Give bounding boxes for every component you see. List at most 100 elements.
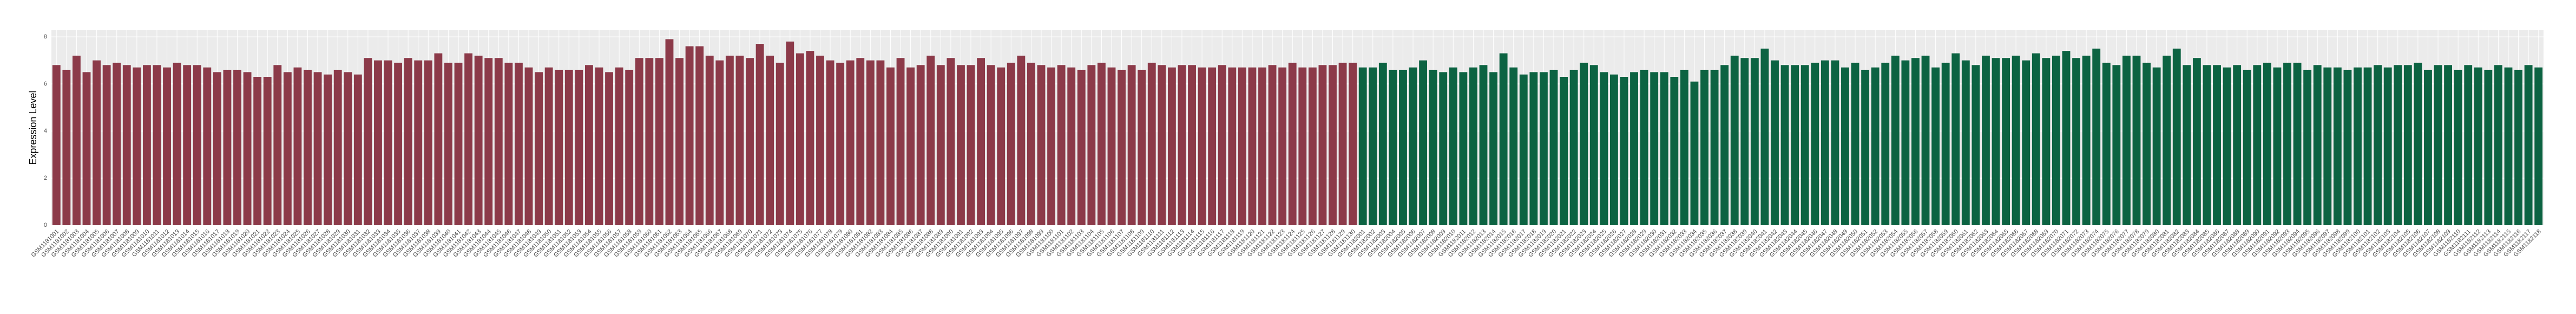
bar bbox=[584, 65, 593, 225]
bar bbox=[725, 55, 734, 225]
y-tick-label: 4 bbox=[44, 128, 47, 134]
bar bbox=[776, 62, 784, 225]
bar bbox=[2303, 69, 2312, 225]
bar bbox=[1600, 72, 1608, 225]
bar bbox=[806, 51, 814, 225]
bar bbox=[1519, 74, 1528, 225]
y-axis-title: Expression Level bbox=[28, 90, 38, 165]
bar bbox=[384, 60, 392, 225]
bar bbox=[2032, 53, 2040, 226]
bar bbox=[1358, 67, 1367, 225]
bar bbox=[886, 67, 895, 225]
bar bbox=[203, 67, 212, 225]
bar bbox=[2192, 58, 2201, 225]
bar bbox=[2132, 55, 2141, 225]
bar bbox=[755, 44, 764, 226]
bar bbox=[564, 69, 573, 225]
bar bbox=[1378, 62, 1387, 225]
bar bbox=[2213, 65, 2221, 225]
bar bbox=[816, 55, 824, 225]
bar bbox=[715, 60, 724, 225]
bar bbox=[2494, 65, 2502, 225]
bar bbox=[1941, 62, 1950, 225]
bar bbox=[1338, 62, 1347, 225]
bar bbox=[2102, 62, 2111, 225]
bar bbox=[1469, 67, 1477, 225]
bar bbox=[936, 65, 945, 225]
bar bbox=[283, 72, 292, 225]
bar bbox=[1811, 62, 1819, 225]
bar bbox=[1097, 62, 1106, 225]
bar bbox=[2343, 69, 2352, 225]
bar bbox=[1499, 53, 1508, 226]
bar bbox=[957, 65, 965, 225]
bar bbox=[544, 67, 553, 225]
bar bbox=[1198, 67, 1206, 225]
bar bbox=[655, 58, 663, 225]
bar bbox=[93, 60, 101, 225]
bar bbox=[464, 53, 473, 226]
bar bbox=[394, 62, 403, 225]
bar bbox=[1771, 60, 1779, 225]
bar bbox=[2052, 55, 2060, 225]
bar bbox=[1027, 62, 1035, 225]
bar bbox=[846, 60, 855, 225]
bar bbox=[1881, 62, 1890, 225]
bar bbox=[1017, 55, 1026, 225]
bar bbox=[1630, 72, 1638, 225]
bar bbox=[1479, 65, 1488, 225]
bar bbox=[1861, 69, 1870, 225]
bar bbox=[1931, 67, 1940, 225]
bar bbox=[344, 72, 352, 225]
bar bbox=[665, 39, 674, 226]
bar bbox=[2253, 65, 2262, 225]
bar bbox=[1349, 62, 1357, 225]
bar bbox=[1228, 67, 1237, 225]
bar bbox=[2434, 65, 2442, 225]
bar bbox=[364, 58, 372, 225]
bar bbox=[2424, 69, 2432, 225]
bar bbox=[273, 65, 282, 225]
bar bbox=[1740, 58, 1749, 225]
bar bbox=[404, 58, 412, 225]
bar bbox=[1921, 55, 1930, 225]
bar bbox=[1992, 58, 2000, 225]
bar bbox=[1007, 62, 1015, 225]
bar bbox=[1951, 53, 1960, 226]
bar bbox=[2062, 51, 2071, 225]
bar bbox=[213, 72, 221, 225]
bar bbox=[1369, 67, 1377, 225]
bar bbox=[1831, 60, 1839, 225]
bar bbox=[1851, 62, 1859, 225]
bar bbox=[1640, 69, 1648, 225]
bar bbox=[2464, 65, 2473, 225]
bar bbox=[1901, 60, 1910, 225]
bar bbox=[2313, 65, 2322, 225]
bar bbox=[1329, 65, 1337, 225]
bar bbox=[133, 67, 141, 225]
bar bbox=[494, 58, 503, 225]
bar bbox=[2363, 67, 2372, 225]
bar bbox=[2454, 69, 2462, 225]
bar bbox=[1107, 67, 1116, 225]
bar bbox=[2233, 65, 2242, 225]
bar bbox=[2374, 65, 2382, 225]
bar bbox=[1580, 62, 1588, 225]
bar bbox=[2092, 48, 2101, 226]
bar bbox=[2484, 69, 2493, 225]
bar bbox=[635, 58, 643, 225]
bar bbox=[374, 60, 382, 225]
bar bbox=[1278, 67, 1287, 225]
bar bbox=[1529, 72, 1538, 225]
bar bbox=[2203, 65, 2211, 225]
bar bbox=[2354, 67, 2362, 225]
bar bbox=[987, 65, 995, 225]
bar bbox=[2273, 67, 2282, 225]
bar bbox=[233, 69, 241, 225]
bar bbox=[1118, 69, 1126, 225]
bar bbox=[1911, 58, 1920, 225]
bar bbox=[82, 72, 91, 225]
bar bbox=[2474, 67, 2482, 225]
bar bbox=[414, 60, 423, 225]
